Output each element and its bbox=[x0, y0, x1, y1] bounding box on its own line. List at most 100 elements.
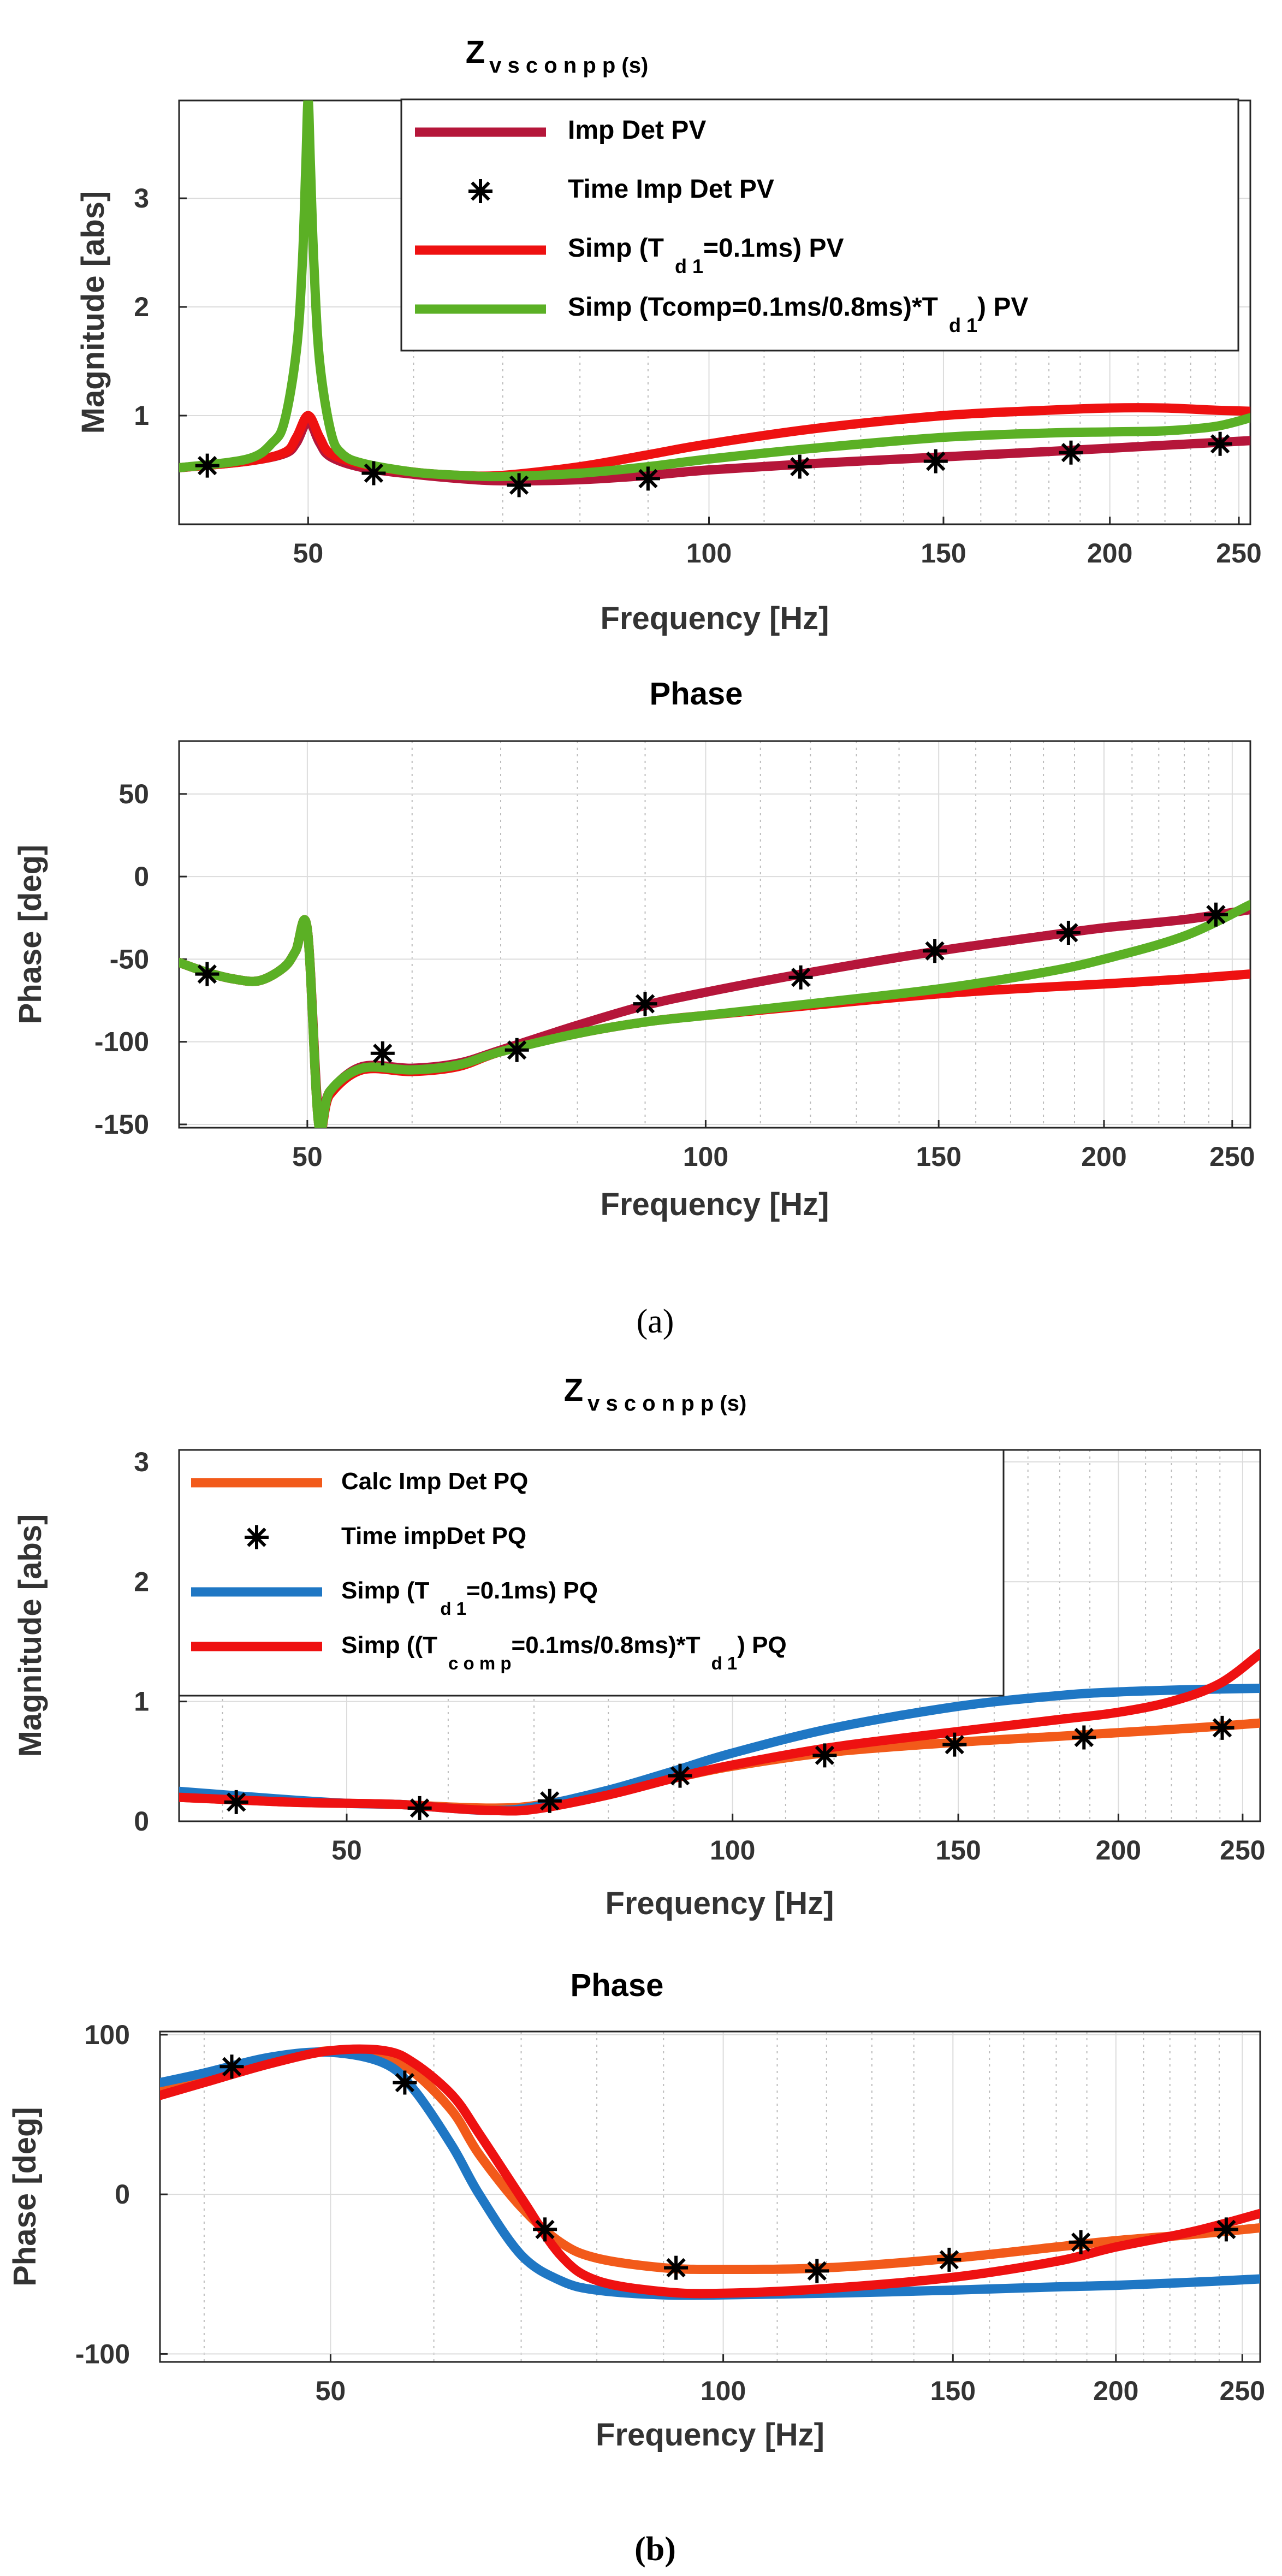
chart-title-main: Phase bbox=[571, 1968, 664, 2003]
x-tick-label: 50 bbox=[292, 1141, 323, 1172]
chart-title-main: Z bbox=[466, 34, 485, 70]
x-tick-label: 100 bbox=[686, 538, 732, 569]
legend-label-part: Calc Imp Det PQ bbox=[341, 1468, 528, 1495]
chart-a_phase: 50 100 150 200 250 50 0 -50 -100 -150 Frequency [H… bbox=[13, 676, 1255, 1222]
data-marker bbox=[1069, 2230, 1093, 2254]
data-marker bbox=[1204, 902, 1228, 927]
caption-b: (b) bbox=[634, 2531, 676, 2568]
data-marker bbox=[1056, 921, 1081, 945]
data-marker bbox=[1210, 1715, 1234, 1740]
data-marker bbox=[664, 2255, 689, 2280]
data-marker bbox=[195, 962, 219, 986]
data-marker bbox=[668, 1763, 692, 1788]
y-tick-label: -150 bbox=[94, 1109, 149, 1140]
legend-label-part: ) PQ bbox=[737, 1632, 786, 1659]
legend-label-part: Simp (T bbox=[341, 1577, 429, 1604]
data-marker bbox=[942, 1732, 967, 1757]
x-tick-label: 250 bbox=[1216, 538, 1261, 569]
data-marker bbox=[633, 992, 657, 1016]
data-marker bbox=[1214, 2217, 1238, 2242]
legend-marker bbox=[468, 179, 492, 203]
data-marker bbox=[937, 2247, 962, 2272]
legend-label: Simp ((T c o m p=0.1ms/0.8ms)*T d 1) PQ bbox=[341, 1632, 787, 1673]
data-marker bbox=[1208, 431, 1232, 456]
x-tick-label: 250 bbox=[1220, 1835, 1265, 1866]
legend-label: Time Imp Det PV bbox=[568, 175, 774, 204]
chart-title: Phase bbox=[650, 676, 743, 712]
y-tick-label: -50 bbox=[110, 944, 149, 974]
x-axis-label: Frequency [Hz] bbox=[606, 1886, 834, 1921]
data-marker bbox=[923, 939, 947, 963]
x-tick-label: 150 bbox=[916, 1141, 961, 1172]
data-marker bbox=[1072, 1725, 1096, 1750]
x-tick-label: 150 bbox=[930, 2376, 976, 2406]
data-marker bbox=[505, 1038, 529, 1062]
y-tick-label: 1 bbox=[134, 400, 149, 431]
x-tick-label: 50 bbox=[331, 1835, 362, 1866]
caption-a: (a) bbox=[637, 1303, 674, 1340]
y-tick-label: 100 bbox=[85, 2020, 130, 2050]
y-tick-label: 3 bbox=[134, 183, 149, 214]
x-tick-label: 200 bbox=[1096, 1835, 1141, 1866]
data-marker bbox=[537, 1789, 562, 1813]
x-axis-label: Frequency [Hz] bbox=[601, 601, 829, 636]
data-marker bbox=[407, 1796, 432, 1820]
axes-box bbox=[178, 740, 1251, 1129]
x-tick-label: 150 bbox=[921, 538, 966, 569]
legend-label-subscript: d 1 bbox=[440, 1598, 466, 1619]
x-axis-label: Frequency [Hz] bbox=[601, 1187, 829, 1222]
chart-b_mag: 50 100 150 200 250 0 1 2 3 Frequency [Hz] Magnitud… bbox=[13, 1372, 1266, 1921]
chart-b_phase: 50 100 150 200 250 100 0 -100 Frequency [Hz] Phas… bbox=[7, 1968, 1265, 2453]
x-tick-label: 200 bbox=[1087, 538, 1132, 569]
data-marker bbox=[370, 1041, 395, 1065]
x-tick-label: 100 bbox=[710, 1835, 755, 1866]
legend-label: Simp (T d 1=0.1ms) PV bbox=[568, 234, 844, 277]
y-tick-label: 50 bbox=[118, 779, 149, 809]
x-tick-label: 50 bbox=[316, 2376, 346, 2406]
grid bbox=[179, 741, 1250, 1128]
series-group bbox=[179, 900, 1250, 1128]
data-marker bbox=[224, 1790, 248, 1814]
legend-label-part: Time impDet PQ bbox=[341, 1523, 526, 1549]
axes-box bbox=[159, 2030, 1261, 2363]
data-marker bbox=[219, 2054, 244, 2079]
chart-title-subscript: v s c o n p p (s) bbox=[489, 54, 648, 78]
x-tick-label: 250 bbox=[1209, 1141, 1255, 1172]
data-marker bbox=[787, 454, 812, 479]
y-axis-label: Phase [deg] bbox=[7, 2107, 43, 2287]
chart-title-subscript: v s c o n p p (s) bbox=[587, 1391, 746, 1416]
x-tick-label: 200 bbox=[1081, 1141, 1126, 1172]
data-marker bbox=[636, 466, 660, 491]
series-group bbox=[179, 1649, 1260, 1820]
legend-label-subscript: d 1 bbox=[711, 1653, 738, 1673]
x-tick-label: 100 bbox=[701, 2376, 746, 2406]
x-tick-label: 100 bbox=[683, 1141, 728, 1172]
data-marker bbox=[361, 461, 386, 485]
data-marker bbox=[195, 453, 219, 478]
legend-label-part: Simp (Tcomp=0.1ms/0.8ms)*T bbox=[568, 293, 938, 322]
y-tick-label: -100 bbox=[75, 2338, 130, 2369]
legend-label: Simp (Tcomp=0.1ms/0.8ms)*T d 1) PV bbox=[568, 293, 1028, 336]
chart-title-main: Z bbox=[564, 1372, 583, 1408]
data-marker bbox=[805, 2259, 829, 2283]
chart-title: Phase bbox=[571, 1968, 664, 2003]
legend-label-part: =0.1ms/0.8ms)*T bbox=[512, 1632, 701, 1659]
y-tick-label: 1 bbox=[134, 1686, 149, 1717]
x-tick-label: 50 bbox=[293, 538, 324, 569]
legend-label-part: =0.1ms) PQ bbox=[466, 1577, 598, 1604]
chart-a_mag: 50 100 150 200 250 1 2 3 Frequency [Hz] Magnitude… bbox=[75, 34, 1262, 636]
series-line-2 bbox=[179, 403, 1250, 481]
data-marker bbox=[393, 2070, 417, 2095]
legend-label-part: Simp (T bbox=[568, 234, 664, 263]
x-axis-label: Frequency [Hz] bbox=[596, 2417, 824, 2453]
legend-label-part: ) PV bbox=[977, 293, 1028, 322]
series-group bbox=[160, 2044, 1260, 2300]
y-axis-label: Phase [deg] bbox=[13, 845, 48, 1025]
legend-label-part: =0.1ms) PV bbox=[703, 234, 844, 263]
data-marker bbox=[507, 473, 531, 498]
